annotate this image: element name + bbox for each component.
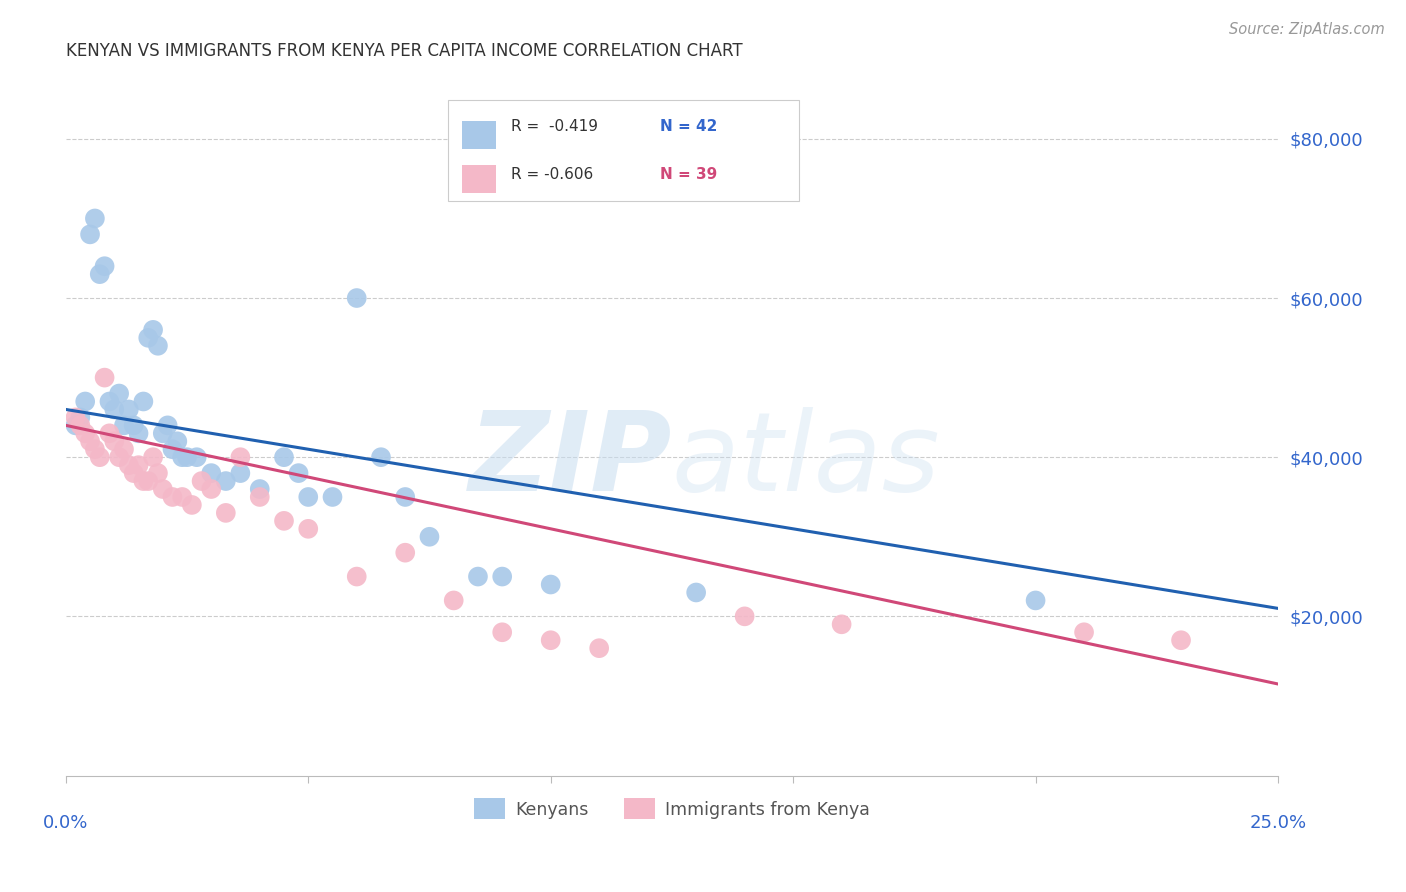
Point — [132, 474, 155, 488]
Point — [132, 394, 155, 409]
Point — [65, 418, 87, 433]
Point — [162, 442, 184, 457]
Point — [79, 434, 101, 449]
Legend: Kenyans, Immigrants from Kenya: Kenyans, Immigrants from Kenya — [467, 791, 877, 826]
Point — [122, 466, 145, 480]
Point — [418, 530, 440, 544]
Point — [1025, 593, 1047, 607]
Point — [98, 394, 121, 409]
Point — [69, 410, 91, 425]
Point — [394, 490, 416, 504]
Text: R =  -0.419: R = -0.419 — [510, 119, 598, 134]
Point — [112, 442, 135, 457]
Point — [540, 577, 562, 591]
Point — [136, 474, 159, 488]
Point — [491, 569, 513, 583]
Point — [176, 450, 198, 465]
Point — [215, 474, 238, 488]
Text: N = 42: N = 42 — [659, 119, 717, 134]
Point — [249, 490, 271, 504]
Point — [394, 546, 416, 560]
Point — [162, 490, 184, 504]
Point — [136, 331, 159, 345]
Point — [108, 386, 131, 401]
Point — [491, 625, 513, 640]
Point — [588, 641, 610, 656]
Text: R = -0.606: R = -0.606 — [510, 167, 593, 182]
Point — [273, 450, 295, 465]
Text: N = 39: N = 39 — [659, 167, 717, 182]
Point — [200, 482, 222, 496]
Point — [69, 418, 91, 433]
Point — [540, 633, 562, 648]
Point — [273, 514, 295, 528]
FancyBboxPatch shape — [463, 165, 496, 193]
Point — [1170, 633, 1192, 648]
Point — [200, 466, 222, 480]
Point — [229, 466, 252, 480]
Text: ZIP: ZIP — [468, 407, 672, 514]
Point — [142, 450, 165, 465]
Point — [229, 450, 252, 465]
Point — [186, 450, 208, 465]
Point — [734, 609, 756, 624]
FancyBboxPatch shape — [463, 121, 496, 149]
Point — [89, 450, 111, 465]
Text: 25.0%: 25.0% — [1250, 814, 1306, 832]
Point — [152, 482, 174, 496]
Point — [215, 506, 238, 520]
Point — [98, 426, 121, 441]
Point — [146, 466, 169, 480]
Point — [467, 569, 489, 583]
Point — [89, 267, 111, 281]
Point — [156, 418, 179, 433]
Point — [190, 474, 212, 488]
Point — [370, 450, 392, 465]
Point — [166, 434, 188, 449]
Point — [118, 402, 141, 417]
Point — [249, 482, 271, 496]
Point — [93, 370, 115, 384]
Point — [108, 450, 131, 465]
Text: Source: ZipAtlas.com: Source: ZipAtlas.com — [1229, 22, 1385, 37]
Point — [65, 410, 87, 425]
Point — [128, 458, 150, 472]
Point — [112, 418, 135, 433]
Point — [93, 259, 115, 273]
Point — [142, 323, 165, 337]
Point — [685, 585, 707, 599]
Point — [346, 291, 368, 305]
Point — [75, 394, 97, 409]
Point — [79, 227, 101, 242]
Point — [346, 569, 368, 583]
Point — [321, 490, 343, 504]
Point — [83, 442, 105, 457]
Point — [831, 617, 853, 632]
Point — [297, 490, 319, 504]
Point — [122, 418, 145, 433]
Text: atlas: atlas — [672, 407, 941, 514]
Point — [75, 426, 97, 441]
Point — [1073, 625, 1095, 640]
Point — [443, 593, 465, 607]
Point — [128, 426, 150, 441]
Point — [297, 522, 319, 536]
Point — [83, 211, 105, 226]
Point — [103, 434, 125, 449]
Point — [287, 466, 309, 480]
Text: 0.0%: 0.0% — [44, 814, 89, 832]
Point — [172, 450, 194, 465]
Point — [118, 458, 141, 472]
Point — [172, 490, 194, 504]
Point — [180, 498, 202, 512]
Point — [103, 402, 125, 417]
Point — [152, 426, 174, 441]
Point — [146, 339, 169, 353]
Text: KENYAN VS IMMIGRANTS FROM KENYA PER CAPITA INCOME CORRELATION CHART: KENYAN VS IMMIGRANTS FROM KENYA PER CAPI… — [66, 42, 742, 60]
FancyBboxPatch shape — [447, 100, 799, 202]
